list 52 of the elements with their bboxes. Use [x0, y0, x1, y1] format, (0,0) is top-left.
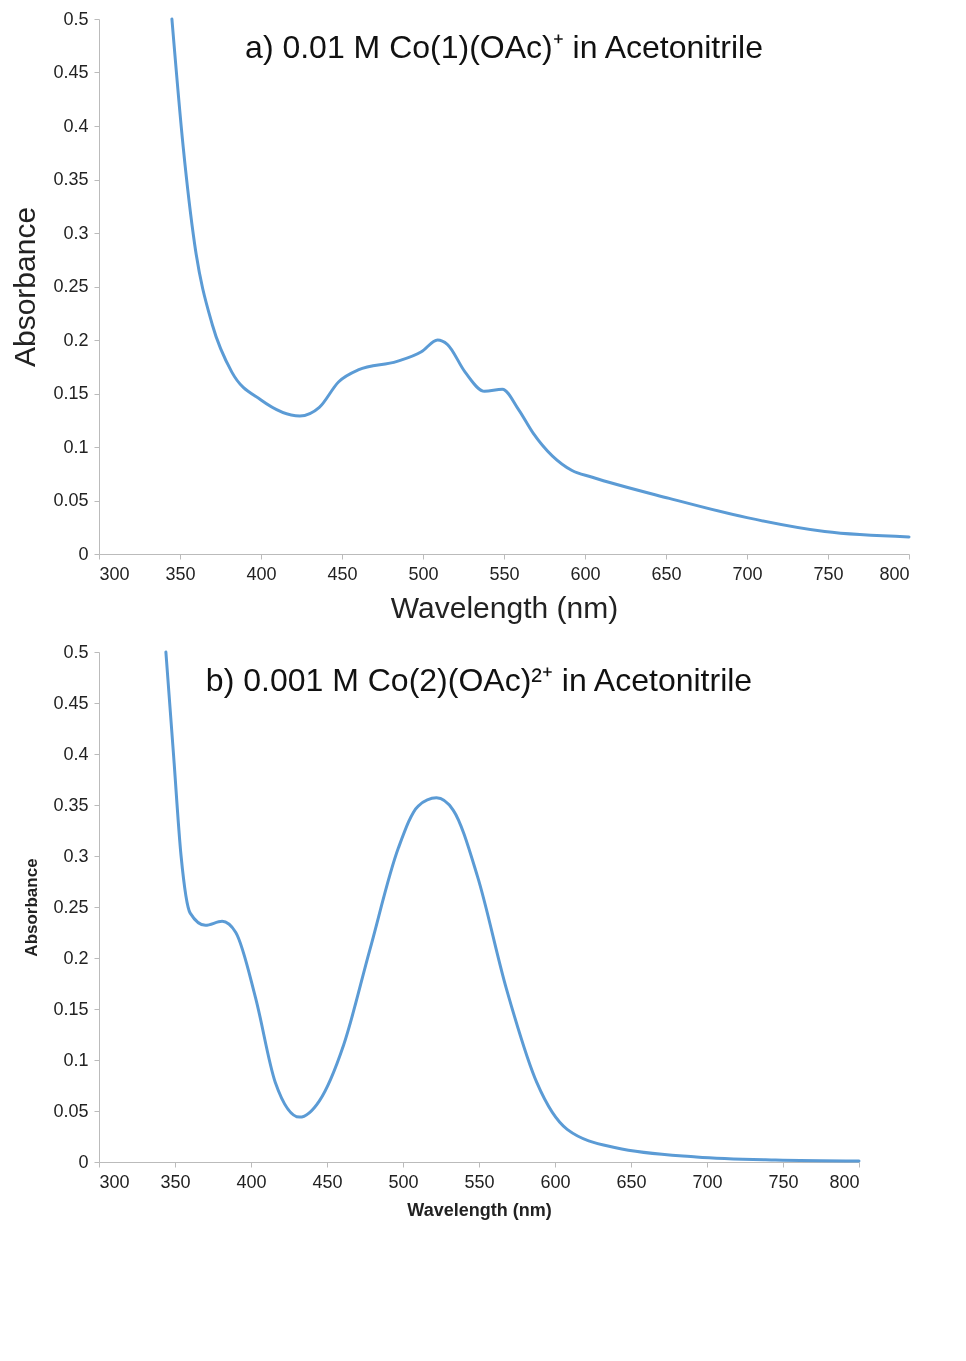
line-series — [164, 650, 861, 1163]
y-tick-label: 0.5 — [63, 641, 89, 662]
chart-title: a) 0.01 M Co(1)(OAc)⁺ in Acetonitrile — [245, 29, 763, 65]
x-tick-label: 650 — [651, 563, 682, 584]
y-tick-label: 0.05 — [53, 490, 89, 510]
x-tick-label: 800 — [879, 563, 910, 584]
x-tick-label: 550 — [464, 1171, 495, 1192]
x-tick-label: 500 — [408, 563, 439, 584]
y-tick-label: 0.3 — [63, 222, 89, 243]
x-tick-label: 450 — [312, 1171, 343, 1192]
y-tick-label: 0.1 — [63, 436, 89, 457]
y-tick-label: 0.25 — [53, 276, 89, 296]
x-tick-label: 600 — [540, 1171, 571, 1192]
line-series — [170, 17, 911, 539]
x-tick-label: 350 — [160, 1171, 191, 1192]
y-tick-label: 0.5 — [63, 8, 89, 29]
y-tick-label: 0.4 — [63, 115, 89, 136]
x-tick-label: 600 — [570, 563, 601, 584]
y-tick-label: 0.3 — [63, 845, 89, 866]
x-tick-label: 400 — [246, 563, 277, 584]
y-tick-label: 0.25 — [53, 896, 89, 917]
y-tick-label: 0.4 — [63, 743, 89, 764]
y-tick-label: 0.45 — [53, 62, 89, 82]
x-tick-label: 300 — [99, 1171, 130, 1192]
y-tick-label: 0.2 — [63, 329, 89, 350]
y-tick-label: 0.15 — [53, 383, 89, 403]
y-axis-title: Absorbance — [22, 858, 42, 957]
y-tick-label: 0.1 — [63, 1049, 89, 1070]
x-axis-title: Wavelength (nm) — [390, 590, 619, 624]
x-tick-label: 550 — [489, 563, 520, 584]
y-tick-label: 0.15 — [53, 998, 89, 1019]
x-tick-label: 500 — [388, 1171, 419, 1192]
y-tick-label: 0 — [78, 543, 89, 564]
y-axis-title: Absorbance — [8, 206, 42, 368]
y-tick-label: 0.2 — [63, 947, 89, 968]
x-tick-label: 700 — [692, 1171, 723, 1192]
x-tick-label: 800 — [829, 1171, 860, 1192]
x-tick-label: 350 — [165, 563, 196, 584]
x-tick-label: 700 — [732, 563, 763, 584]
y-tick-label: 0 — [78, 1151, 89, 1172]
chart-title: b) 0.001 M Co(2)(OAc)²⁺ in Acetonitrile — [205, 662, 753, 698]
y-tick-label: 0.05 — [53, 1100, 89, 1121]
y-tick-label: 0.45 — [53, 692, 89, 713]
x-tick-label: 300 — [99, 563, 130, 584]
x-axis-title: Wavelength (nm) — [407, 1199, 552, 1220]
x-tick-label: 400 — [236, 1171, 267, 1192]
x-tick-label: 750 — [768, 1171, 799, 1192]
x-tick-label: 650 — [616, 1171, 647, 1192]
y-tick-label: 0.35 — [53, 794, 89, 815]
x-tick-label: 750 — [813, 563, 844, 584]
x-tick-label: 450 — [327, 563, 358, 584]
y-tick-label: 0.35 — [53, 169, 89, 189]
